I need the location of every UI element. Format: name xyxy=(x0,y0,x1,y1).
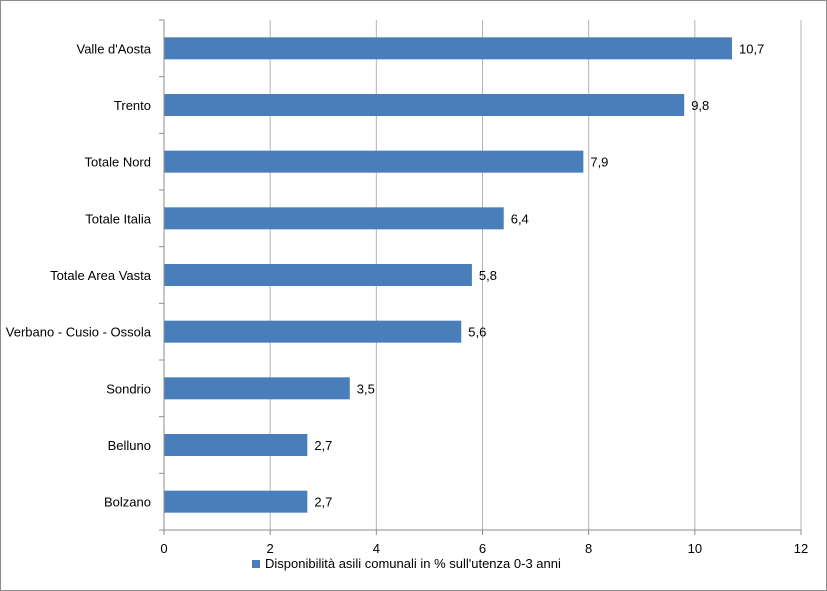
x-tick-label: 12 xyxy=(794,541,808,556)
legend: Disponibilità asili comunali in % sull'u… xyxy=(252,556,561,571)
data-label: 9,8 xyxy=(691,98,709,113)
bar xyxy=(164,150,584,173)
axes xyxy=(159,19,802,535)
bars xyxy=(164,37,732,513)
bar xyxy=(164,94,685,116)
x-tick-label: 2 xyxy=(267,541,274,556)
data-labels: 10,7 9,8 7,9 6,4 5,8 5,6 3,5 2,7 2,7 xyxy=(314,41,764,509)
category-label: Valle d'Aosta xyxy=(76,41,151,56)
tick-labels: 0 2 4 6 8 10 12 xyxy=(160,541,808,556)
data-label: 5,8 xyxy=(479,268,497,283)
bar xyxy=(164,490,308,513)
x-tick-label: 6 xyxy=(479,541,486,556)
x-tick-label: 4 xyxy=(373,541,380,556)
data-label: 2,7 xyxy=(314,495,332,510)
bar xyxy=(164,320,462,343)
category-label: Bolzano xyxy=(104,495,151,510)
category-label: Sondrio xyxy=(106,381,151,396)
x-tick-label: 0 xyxy=(160,541,167,556)
data-label: 10,7 xyxy=(739,41,764,56)
category-label: Verbano - Cusio - Ossola xyxy=(6,325,152,340)
x-tick-label: 8 xyxy=(585,541,592,556)
data-label: 2,7 xyxy=(314,438,332,453)
category-label: Totale Nord xyxy=(85,155,151,170)
category-label: Totale Italia xyxy=(85,211,152,226)
category-label: Trento xyxy=(114,98,151,113)
legend-swatch xyxy=(252,559,260,568)
bar xyxy=(164,37,732,60)
legend-label: Disponibilità asili comunali in % sull'u… xyxy=(265,556,561,571)
x-tick-label: 10 xyxy=(688,541,702,556)
bar xyxy=(164,377,350,400)
category-labels: Valle d'Aosta Trento Totale Nord Totale Ita… xyxy=(6,41,152,509)
bar xyxy=(164,207,504,230)
data-label: 7,9 xyxy=(590,155,608,170)
category-label: Totale Area Vasta xyxy=(50,268,152,283)
bar xyxy=(164,264,472,286)
data-label: 3,5 xyxy=(357,381,375,396)
bar xyxy=(164,434,308,456)
category-label: Belluno xyxy=(108,438,151,453)
data-label: 5,6 xyxy=(468,325,486,340)
data-label: 6,4 xyxy=(511,211,529,226)
